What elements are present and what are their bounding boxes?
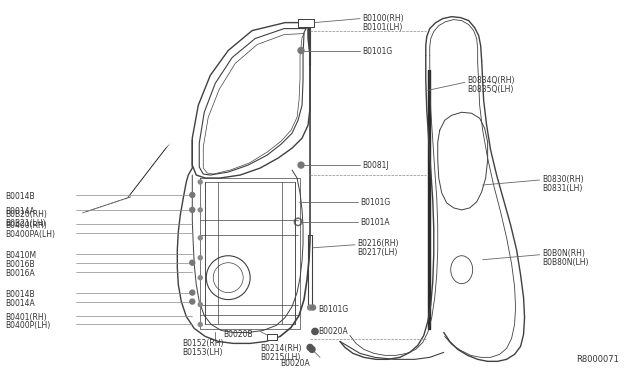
Text: B0014A: B0014A	[6, 299, 35, 308]
Text: B0B21(LH): B0B21(LH)	[6, 219, 46, 228]
Text: B0014A: B0014A	[6, 207, 35, 216]
Circle shape	[308, 305, 312, 310]
Text: B0101G: B0101G	[318, 305, 348, 314]
Text: B0020B: B0020B	[223, 330, 253, 340]
Text: B0020A: B0020A	[318, 327, 348, 336]
Text: B0101G: B0101G	[360, 198, 390, 207]
Circle shape	[198, 302, 202, 307]
Text: B0215(LH): B0215(LH)	[260, 353, 301, 362]
Circle shape	[198, 236, 202, 240]
Text: B0830(RH): B0830(RH)	[543, 175, 584, 184]
Bar	[298, 19, 314, 26]
Text: B0B0N(RH): B0B0N(RH)	[543, 249, 586, 258]
Circle shape	[190, 260, 195, 265]
Circle shape	[198, 208, 202, 212]
Circle shape	[190, 290, 195, 295]
Text: B0100(RH): B0100(RH)	[362, 14, 404, 23]
Text: B0016B: B0016B	[6, 260, 35, 269]
Circle shape	[198, 180, 202, 184]
Circle shape	[198, 323, 202, 327]
Bar	[298, 19, 314, 26]
Circle shape	[312, 328, 318, 334]
Text: B0081J: B0081J	[362, 161, 388, 170]
Circle shape	[312, 328, 318, 334]
Bar	[267, 334, 277, 340]
Circle shape	[190, 208, 195, 212]
Text: B0B80N(LH): B0B80N(LH)	[543, 258, 589, 267]
Text: B0014B: B0014B	[6, 290, 35, 299]
Text: R8000071: R8000071	[577, 355, 620, 364]
Text: B0153(LH): B0153(LH)	[182, 349, 223, 357]
Polygon shape	[428, 70, 430, 330]
Text: B0101A: B0101A	[360, 218, 390, 227]
Text: B0401(RH): B0401(RH)	[6, 312, 47, 321]
Circle shape	[310, 305, 316, 310]
Text: B0101G: B0101G	[362, 46, 392, 55]
Circle shape	[190, 192, 195, 198]
Circle shape	[298, 48, 304, 54]
Text: B0835Q(LH): B0835Q(LH)	[468, 86, 514, 94]
Text: B0831(LH): B0831(LH)	[543, 184, 583, 193]
Circle shape	[298, 162, 304, 168]
Circle shape	[190, 299, 195, 304]
Text: B0014B: B0014B	[6, 192, 35, 201]
Text: B0834Q(RH): B0834Q(RH)	[468, 76, 515, 86]
Text: B0016A: B0016A	[6, 269, 35, 278]
Polygon shape	[125, 143, 170, 200]
Text: B0101(LH): B0101(LH)	[362, 23, 403, 32]
Circle shape	[309, 346, 315, 352]
Circle shape	[198, 276, 202, 280]
Text: B0020A: B0020A	[280, 359, 310, 368]
Text: B0400(RH): B0400(RH)	[6, 221, 47, 230]
Bar	[267, 334, 277, 340]
Text: B0400P(LH): B0400P(LH)	[6, 321, 51, 330]
Text: B0410M: B0410M	[6, 251, 37, 260]
Text: B0217(LH): B0217(LH)	[357, 248, 397, 257]
Text: B0216(RH): B0216(RH)	[357, 239, 399, 248]
Circle shape	[307, 344, 313, 350]
Circle shape	[198, 256, 202, 260]
Text: B0B20(RH): B0B20(RH)	[6, 210, 47, 219]
Text: B0152(RH): B0152(RH)	[182, 339, 224, 349]
Text: B0214(RH): B0214(RH)	[260, 344, 301, 353]
Text: B0400PA(LH): B0400PA(LH)	[6, 230, 56, 239]
